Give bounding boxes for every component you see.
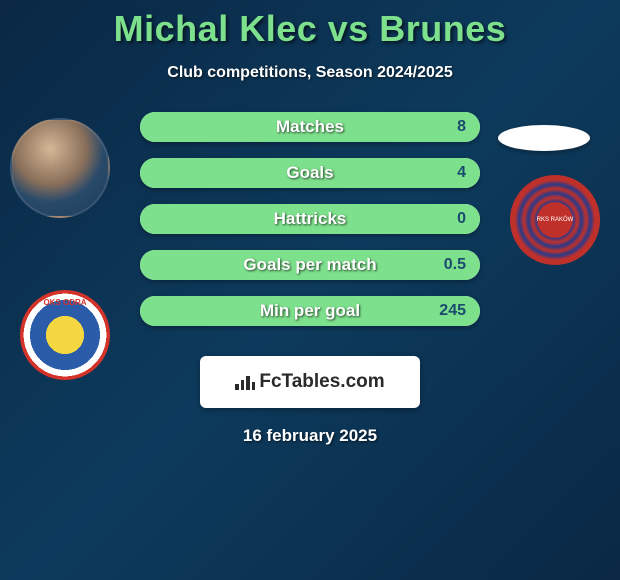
stat-row: Matches 8: [140, 112, 480, 142]
bar-chart-icon: [235, 374, 255, 390]
stat-row: Min per goal 245: [140, 296, 480, 326]
page-title: Michal Klec vs Brunes: [0, 0, 620, 50]
brand-label: FcTables.com: [235, 371, 384, 393]
stat-value: 8: [457, 118, 466, 136]
brand-text: FcTables.com: [259, 371, 384, 393]
stat-row: Hattricks 0: [140, 204, 480, 234]
stat-label: Hattricks: [274, 209, 347, 229]
stat-label: Min per goal: [260, 301, 360, 321]
stat-value: 4: [457, 164, 466, 182]
stat-row: Goals 4: [140, 158, 480, 188]
stats-container: Matches 8 Goals 4 Hattricks 0 Goals per match 0…: [0, 112, 620, 446]
subtitle: Club competitions, Season 2024/2025: [0, 64, 620, 82]
stat-value: 245: [439, 302, 466, 320]
date-label: 16 february 2025: [0, 426, 620, 446]
stat-label: Goals per match: [243, 255, 376, 275]
stat-label: Goals: [286, 163, 333, 183]
stat-value: 0: [457, 210, 466, 228]
stat-value: 0.5: [444, 256, 466, 274]
stat-row: Goals per match 0.5: [140, 250, 480, 280]
stat-label: Matches: [276, 117, 344, 137]
brand-box: FcTables.com: [200, 356, 420, 408]
